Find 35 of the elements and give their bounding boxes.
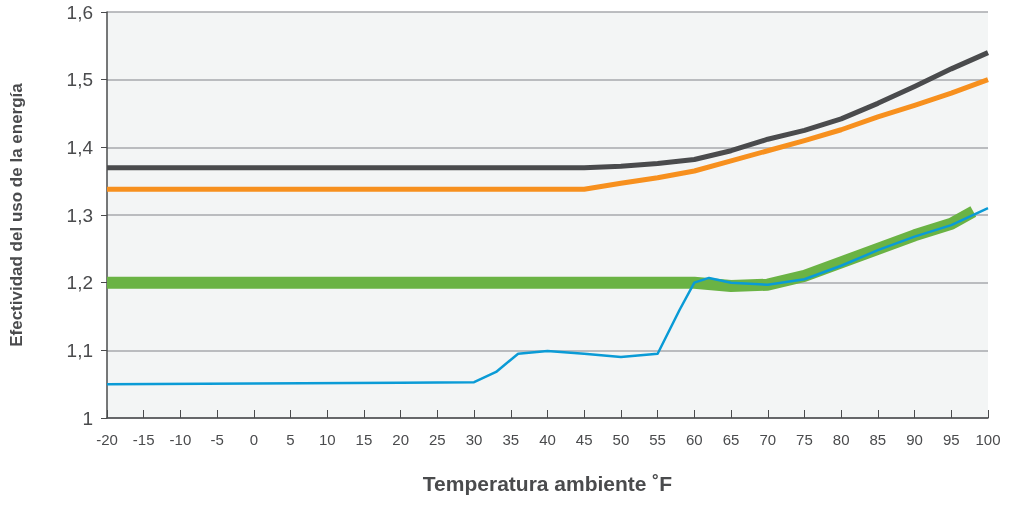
x-tick-label: 90 [906,431,923,448]
x-tick-label: 20 [392,431,410,448]
y-tick-label: 1,2 [66,272,93,294]
y-tick-label: 1,6 [66,1,93,23]
x-tick-label: 75 [796,431,813,448]
x-tick-label: 100 [975,431,1001,448]
x-tick-label: 55 [649,431,666,448]
x-tick-label: 35 [502,431,520,448]
x-tick-label: 45 [575,431,593,448]
y-tick-label: 1,1 [66,339,93,361]
x-tick-label: 80 [832,431,850,448]
x-tick-label: 85 [869,431,887,448]
x-tick-label: 5 [286,431,295,448]
line-series [105,206,990,386]
x-tick-label: 0 [249,431,259,448]
x-tick-label: -20 [96,431,118,448]
y-axis-title: Efectividad del uso de la energía [7,82,26,347]
x-axis-title: Temperatura ambiente ˚F [422,472,673,495]
x-tick-label: -10 [169,431,192,448]
x-tick-label: 50 [612,431,630,448]
x-tick-label: 65 [722,431,740,448]
x-tick-label: 30 [465,431,483,448]
x-tick-label: 70 [759,431,777,448]
y-tick-label: 1,4 [66,136,94,158]
x-tick-label: -15 [132,431,155,448]
x-tick-label: 95 [942,431,960,448]
x-tick-label: 60 [685,431,703,448]
x-tick-label: 25 [429,431,446,448]
x-tick-label: -5 [210,431,224,448]
y-tick-label: 1,5 [66,69,93,91]
x-tick-label: 10 [318,431,336,448]
y-tick-label: 1 [82,407,93,429]
x-tick-label: 40 [539,431,556,448]
x-tick-label: 15 [355,431,373,448]
y-tick-label: 1,3 [66,204,93,226]
